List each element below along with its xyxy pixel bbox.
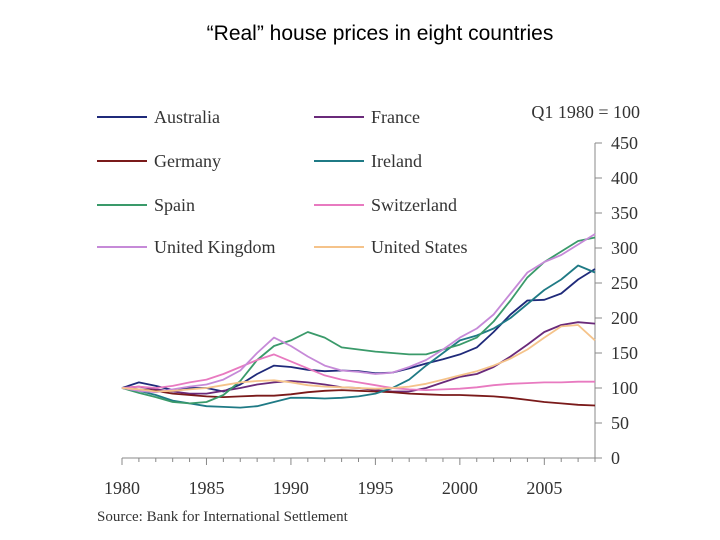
- y-tick-label: 50: [611, 413, 629, 433]
- series-line-germany: [121, 387, 596, 407]
- legend-entry: Switzerland: [314, 195, 457, 215]
- y-tick-label: 400: [611, 168, 638, 188]
- legend: Australia France Germany Ireland Spain Switze…: [97, 107, 468, 257]
- legend-label: France: [371, 107, 420, 127]
- x-tick-label: 1985: [188, 478, 224, 498]
- y-tick-label: 250: [611, 273, 638, 293]
- slide-title: “Real” house prices in eight countries: [206, 22, 554, 45]
- legend-label: Germany: [154, 151, 221, 171]
- series-line-united-states: [121, 324, 596, 393]
- legend-label: United Kingdom: [154, 237, 276, 257]
- series-line-spain: [121, 236, 596, 405]
- legend-label: Ireland: [371, 151, 422, 171]
- x-tick-label: 1990: [273, 478, 309, 498]
- legend-label: Australia: [154, 107, 220, 127]
- x-tick-label: 2000: [442, 478, 478, 498]
- series-line-australia: [121, 268, 596, 393]
- index-note: Q1 1980 = 100: [531, 102, 640, 122]
- legend-entry: United States: [314, 237, 468, 257]
- x-tick-label: 2005: [526, 478, 562, 498]
- y-tick-label: 150: [611, 343, 638, 363]
- x-tick-label: 1995: [357, 478, 393, 498]
- series-line-ireland: [121, 264, 596, 409]
- legend-label: United States: [371, 237, 468, 257]
- legend-label: Switzerland: [371, 195, 457, 215]
- y-tick-label: 0: [611, 448, 620, 468]
- y-tick-label: 100: [611, 378, 638, 398]
- y-tick-label: 300: [611, 238, 638, 258]
- legend-entry: France: [314, 107, 420, 127]
- x-tick-label: 1980: [104, 478, 140, 498]
- y-tick-label: 450: [611, 133, 638, 153]
- y-tick-label: 350: [611, 203, 638, 223]
- source-note: Source: Bank for International Settlemen…: [97, 509, 349, 525]
- series-line-united-kingdom: [121, 233, 596, 394]
- legend-entry: Australia: [97, 107, 220, 127]
- plot-area: [121, 233, 596, 409]
- axes: 1980 1985 1990 1995 2000 2005 0 50 100 150 200 250 3…: [104, 133, 638, 498]
- legend-entry: Germany: [97, 151, 221, 171]
- series-line-switzerland: [121, 353, 595, 391]
- legend-entry: United Kingdom: [97, 237, 276, 257]
- legend-entry: Ireland: [314, 151, 422, 171]
- y-tick-label: 200: [611, 308, 638, 328]
- legend-label: Spain: [154, 195, 195, 215]
- legend-entry: Spain: [97, 195, 195, 215]
